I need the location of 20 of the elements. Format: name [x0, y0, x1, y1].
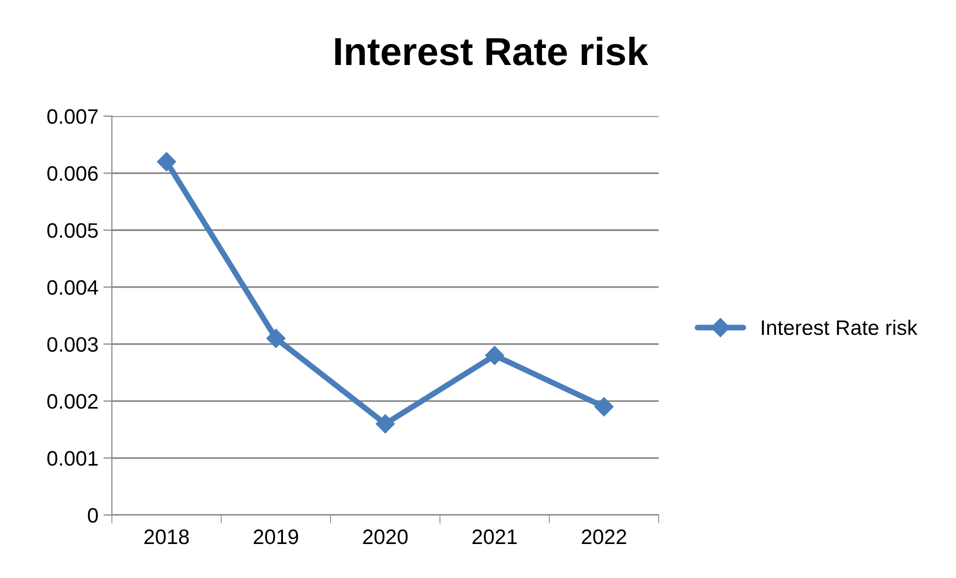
y-tick-label: 0: [88, 508, 98, 523]
point: [266, 328, 286, 348]
point: [376, 414, 395, 434]
y-tick-label: 0.002: [47, 394, 98, 409]
point: [157, 152, 176, 172]
y-tick-label: 0.003: [47, 337, 98, 352]
y-tick-label: 0.005: [47, 223, 98, 238]
y-tick-label: 0.006: [47, 166, 98, 181]
x-tick-label: 2021: [472, 529, 517, 544]
y-tick-label: 0.007: [47, 109, 98, 124]
y-tick-label: 0.001: [47, 451, 98, 466]
x-tick-label: 2020: [363, 529, 408, 544]
x-tick-label: 2018: [144, 529, 189, 544]
point: [485, 346, 504, 366]
x-tick-label: 2022: [582, 529, 626, 544]
x-tick-label: 2019: [254, 529, 298, 544]
chart-title: Interest Rate risk: [335, 36, 648, 66]
legend-label: Interest Rate risk: [762, 320, 918, 336]
y-tick-label: 0.004: [47, 280, 98, 295]
point: [594, 397, 614, 416]
